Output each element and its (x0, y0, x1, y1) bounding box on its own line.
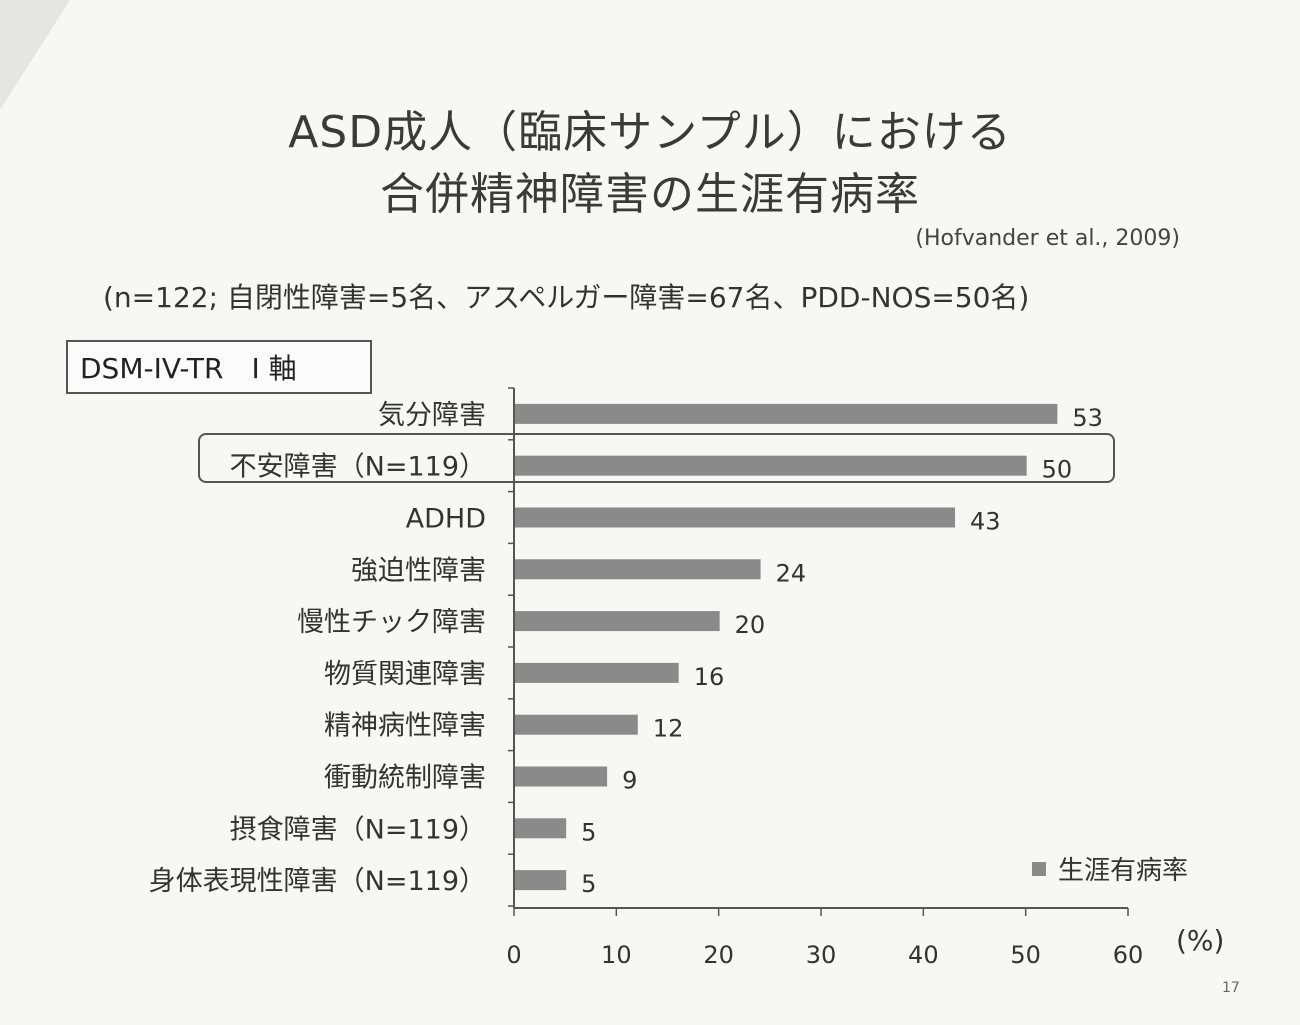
category-label: 慢性チック障害 (297, 607, 486, 638)
category-label: 衝動統制障害 (324, 763, 486, 794)
x-axis-unit-label: (%) (1176, 924, 1225, 957)
bar (515, 559, 761, 580)
bar (515, 870, 567, 891)
data-label: 50 (1042, 456, 1073, 484)
data-label: 53 (1072, 404, 1103, 432)
chart-title-line-1: ASD成人（臨床サンプル）における (288, 107, 1012, 158)
bar (515, 766, 608, 787)
bar (515, 662, 679, 683)
category-label: 身体表現性障害（N=119） (149, 866, 486, 897)
highlight-box (198, 433, 1115, 483)
x-tick-label: 10 (601, 941, 632, 969)
bar (515, 611, 720, 632)
category-label: 摂食障害（N=119） (230, 814, 486, 845)
bar (515, 507, 956, 528)
bar (515, 818, 567, 839)
legend-swatch (1032, 861, 1046, 876)
category-label: ADHD (406, 504, 486, 535)
x-tick-label: 20 (703, 941, 734, 969)
data-label: 43 (970, 508, 1001, 536)
x-tick-label: 60 (1113, 941, 1144, 969)
chart-title-line-2: 合併精神障害の生涯有病率 (380, 169, 920, 220)
bar (515, 403, 1058, 424)
category-label: 強迫性障害 (351, 555, 486, 586)
citation: (Hofvander et al., 2009) (915, 226, 1180, 251)
data-label: 24 (776, 559, 807, 587)
data-label: 5 (581, 870, 596, 898)
data-label: 16 (694, 663, 725, 691)
page-number: 17 (1222, 980, 1240, 996)
bar (515, 714, 638, 735)
x-tick-label: 50 (1010, 941, 1041, 969)
legend: 生涯有病率 (1032, 850, 1188, 887)
data-label: 5 (581, 818, 596, 846)
category-label: 精神病性障害 (324, 711, 486, 742)
axis-category-box: DSM-IV-TR I 軸 (66, 340, 372, 394)
x-tick-label: 0 (506, 941, 521, 969)
x-tick-label: 40 (908, 941, 939, 969)
category-label: 気分障害 (378, 400, 486, 431)
data-label: 20 (735, 611, 766, 639)
bar (515, 455, 1027, 476)
category-label: 物質関連障害 (324, 659, 486, 690)
sample-note: (n=122; 自閉性障害=5名、アスペルガー障害=67名、PDD-NOS=50… (103, 281, 1030, 314)
category-label: 不安障害（N=119） (230, 452, 486, 483)
page-corner-shade (0, 0, 70, 110)
x-tick-label: 30 (806, 941, 837, 969)
data-label: 9 (622, 767, 637, 795)
legend-label: 生涯有病率 (1058, 856, 1189, 886)
data-label: 12 (653, 715, 684, 743)
